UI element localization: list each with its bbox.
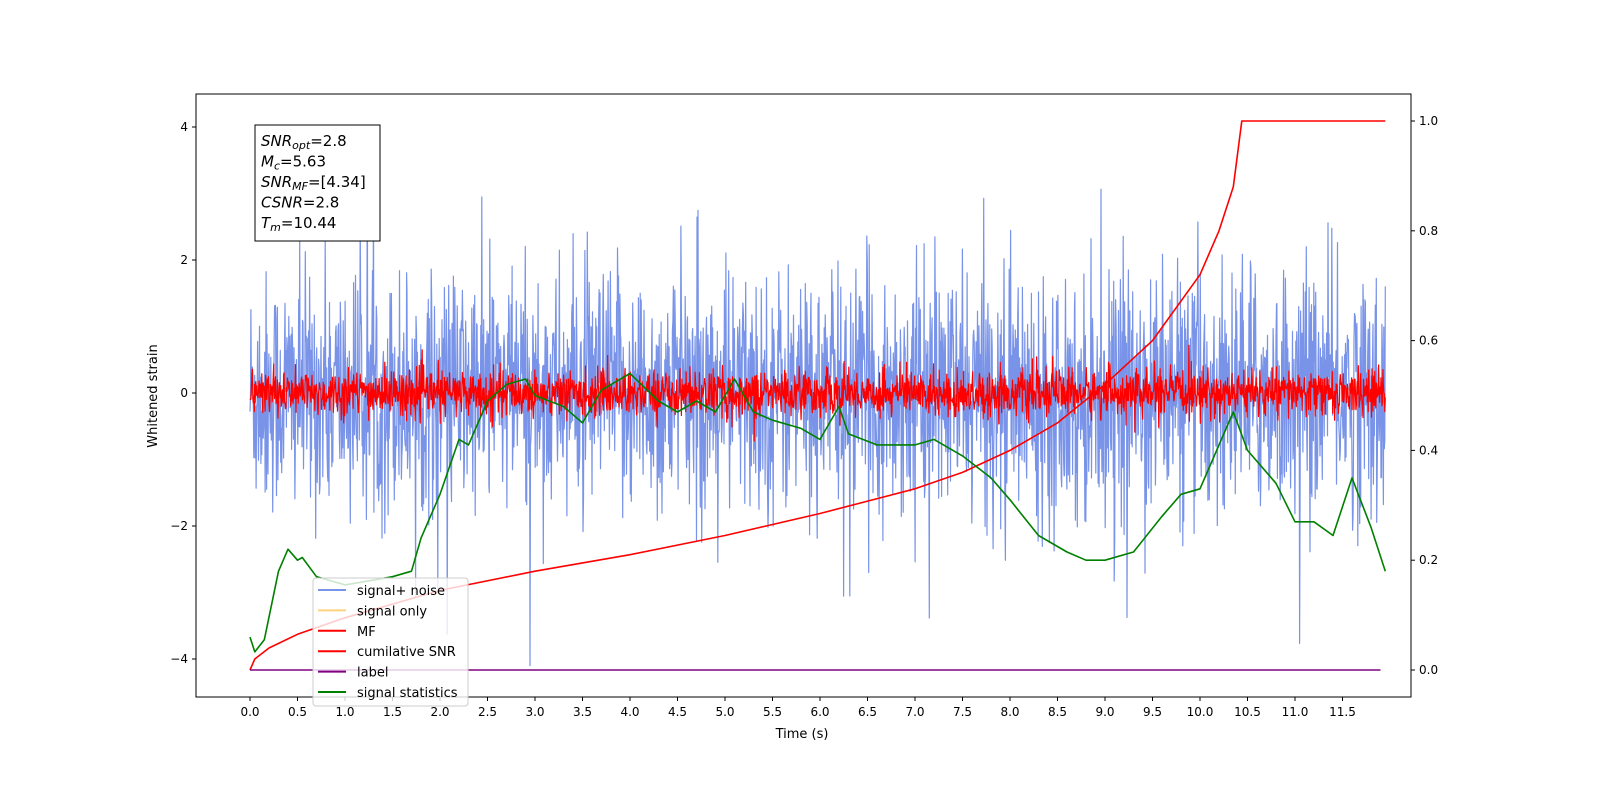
legend-label: label: [357, 666, 388, 681]
x-tick-label: 1.5: [383, 705, 402, 719]
annotation-line: CSNR=2.8: [261, 194, 339, 212]
x-tick-label: 5.0: [715, 705, 734, 719]
annotation-line: SNRMF=[4.34]: [261, 173, 366, 193]
x-tick-label: 4.5: [668, 705, 687, 719]
y2-tick-label: 0.4: [1419, 443, 1438, 457]
x-tick-label: 0.5: [288, 705, 307, 719]
y-tick-label: −4: [170, 652, 188, 666]
legend-label: cumilative SNR: [357, 645, 456, 660]
signal-noise-line: [249, 164, 1386, 667]
x-axis-label: Time (s): [775, 727, 829, 742]
x-tick-label: 7.5: [953, 705, 972, 719]
x-tick-label: 10.0: [1187, 705, 1214, 719]
x-tick-label: 10.5: [1234, 705, 1261, 719]
x-tick-label: 4.0: [620, 705, 639, 719]
x-tick-label: 1.0: [335, 705, 354, 719]
y-tick-label: 4: [180, 120, 188, 134]
x-tick-label: 9.0: [1095, 705, 1114, 719]
x-tick-label: 3.5: [573, 705, 592, 719]
y-axis-label: Whitened strain: [146, 344, 161, 447]
x-tick-label: 3.0: [525, 705, 544, 719]
annotation-line: Mc=5.63: [261, 153, 326, 173]
y-tick-label: −2: [170, 519, 188, 533]
x-tick-label: 6.5: [858, 705, 877, 719]
y-axis-right: 0.0 0.2 0.4 0.6 0.8 1.0: [1411, 114, 1438, 677]
x-tick-label: 11.0: [1282, 705, 1309, 719]
plot-frame: [195, 93, 1412, 698]
y-tick-label: 0: [180, 386, 188, 400]
y2-tick-label: 1.0: [1419, 114, 1438, 128]
x-axis: 0.0 0.5 1.0 1.5 2.0 2.5 3.0 3.5 4.0 4.5 5.0 5.5 6.0 6…: [240, 697, 1356, 719]
x-tick-label: 2.5: [478, 705, 497, 719]
legend-label: signal statistics: [357, 686, 458, 701]
y-tick-label: 2: [180, 253, 188, 267]
x-tick-label: 0.0: [240, 705, 259, 719]
y-axis-left: −4 −2 0 2 4: [170, 120, 196, 666]
x-tick-label: 9.5: [1143, 705, 1162, 719]
annotation-line: Tm=10.44: [261, 214, 336, 234]
annotation-line: SNRopt=2.8: [261, 132, 347, 152]
x-tick-label: 8.5: [1048, 705, 1067, 719]
x-tick-label: 11.5: [1329, 705, 1356, 719]
legend: signal+ noise signal only MF cumilative SNR…: [312, 577, 469, 707]
y2-tick-label: 0.8: [1419, 224, 1438, 238]
x-tick-label: 5.5: [763, 705, 782, 719]
signal-statistics-line: [249, 372, 1387, 653]
legend-label: signal+ noise: [357, 584, 445, 599]
x-tick-label: 2.0: [430, 705, 449, 719]
x-tick-label: 8.0: [1000, 705, 1019, 719]
mf-line: [249, 344, 1386, 442]
legend-label: signal only: [357, 604, 427, 619]
x-tick-label: 6.0: [810, 705, 829, 719]
y2-tick-label: 0.2: [1419, 553, 1438, 567]
y2-tick-label: 0.0: [1419, 663, 1438, 677]
legend-label: MF: [357, 625, 376, 640]
y2-tick-label: 0.6: [1419, 334, 1438, 348]
x-tick-label: 7.0: [905, 705, 924, 719]
